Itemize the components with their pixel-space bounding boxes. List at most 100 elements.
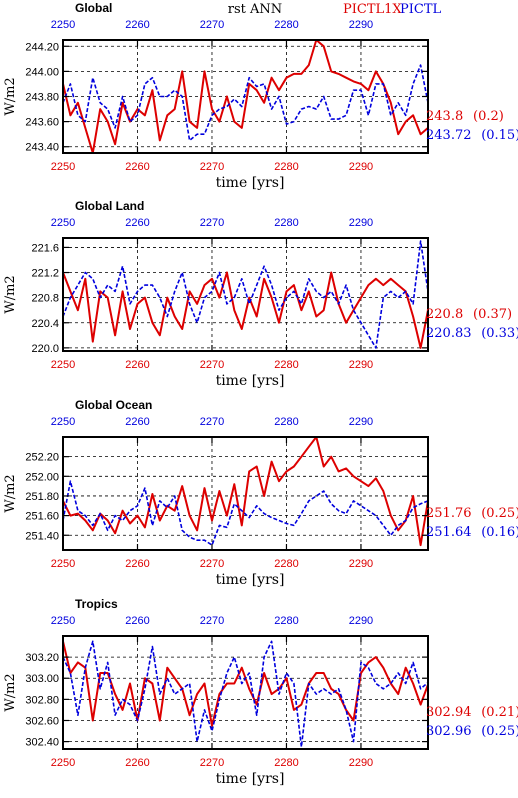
x-tick-label-bottom: 2260 (125, 359, 149, 371)
x-tick-label-top: 2280 (274, 217, 298, 229)
x-tick-label-bottom: 2290 (349, 161, 373, 173)
x-tick-label-bottom: 2270 (200, 558, 224, 570)
x-tick-label-bottom: 2270 (200, 359, 224, 371)
x-tick-label-top: 2290 (349, 416, 373, 428)
x-tick-label-bottom: 2290 (349, 757, 373, 769)
panel-title: Tropics (75, 597, 118, 611)
x-tick-label-bottom: 2290 (349, 359, 373, 371)
series-std-label: (0.21) (481, 705, 518, 720)
x-tick-label-bottom: 2280 (274, 757, 298, 769)
y-tick-label: 302.60 (25, 715, 59, 727)
x-tick-label-top: 2270 (200, 416, 224, 428)
y-tick-label: 221.2 (31, 268, 59, 280)
y-tick-label: 220.8 (31, 293, 59, 305)
x-tick-label-bottom: 2250 (51, 359, 75, 371)
x-tick-label-top: 2290 (349, 19, 373, 31)
series-mean-label: 220.83 (426, 326, 472, 341)
x-tick-label-bottom: 2270 (200, 161, 224, 173)
y-tick-label: 252.00 (25, 471, 59, 483)
series-line-pictl1x (62, 436, 429, 547)
series-mean-label: 302.96 (426, 724, 472, 739)
y-tick-label: 243.80 (25, 92, 59, 104)
series-std-label: (0.15) (481, 128, 518, 143)
y-tick-label: 244.00 (25, 66, 59, 78)
x-tick-label-bottom: 2260 (125, 757, 149, 769)
y-tick-label: 220.4 (31, 318, 59, 330)
series-std-label: (0.16) (481, 525, 518, 540)
panel-global: Global 243.40 243.60 243.80 244.00 244.20 2250… (3, 1, 518, 191)
panel-global-land: Global Land 220.0 220.4 220.8 221.2 221.6 2250… (3, 199, 518, 389)
y-tick-label: 243.40 (25, 142, 59, 154)
y-tick-label: 251.60 (25, 511, 59, 523)
series-std-label: (0.33) (481, 326, 518, 341)
series-mean-label: 243.72 (426, 128, 472, 143)
panel-tropics: Tropics 302.40 302.60 302.80 303.00 303.20 225… (3, 597, 518, 787)
series-mean-label: 220.8 (426, 307, 463, 322)
x-tick-label-bottom: 2260 (125, 558, 149, 570)
x-tick-label-bottom: 2250 (51, 161, 75, 173)
x-tick-label-bottom: 2280 (274, 558, 298, 570)
series-line-pictl1x (62, 39, 429, 154)
plot-frame (62, 237, 429, 352)
panel-title: Global (75, 1, 112, 15)
series-line-pictl1x (62, 271, 429, 349)
y-tick-label: 252.20 (25, 452, 59, 464)
x-tick-label-top: 2270 (200, 615, 224, 627)
plot-frame (62, 436, 429, 551)
x-tick-label-bottom: 2260 (125, 161, 149, 173)
x-tick-label-top: 2260 (125, 615, 149, 627)
legend-red-label: PICTL1X (343, 2, 402, 17)
series-line-pictl (62, 240, 429, 349)
y-tick-label: 220.0 (31, 343, 59, 355)
series-mean-label: 251.76 (426, 506, 472, 521)
plot-frame (62, 635, 429, 750)
legend-blue-label: PICTL (400, 2, 442, 17)
x-tick-label-top: 2260 (125, 217, 149, 229)
panel-global-ocean: Global Ocean 251.40 251.60 251.80 252.00 252.… (3, 398, 518, 588)
x-tick-label-bottom: 2290 (349, 558, 373, 570)
x-tick-label-bottom: 2270 (200, 757, 224, 769)
y-tick-label: 251.40 (25, 530, 59, 542)
x-tick-label-bottom: 2250 (51, 757, 75, 769)
figure-title: rst ANN (228, 2, 282, 17)
x-tick-label-top: 2270 (200, 217, 224, 229)
series-line-pictl (62, 640, 429, 748)
y-axis-label: W/m2 (3, 474, 18, 512)
series-mean-label: 251.64 (426, 525, 472, 540)
x-tick-label-top: 2250 (51, 217, 75, 229)
x-tick-label-top: 2290 (349, 217, 373, 229)
y-tick-label: 303.20 (25, 652, 59, 664)
x-tick-label-top: 2260 (125, 416, 149, 428)
series-mean-label: 243.8 (426, 109, 463, 124)
x-axis-label: time [yrs] (216, 771, 285, 787)
series-std-label: (0.37) (473, 307, 512, 322)
x-tick-label-top: 2280 (274, 615, 298, 627)
x-tick-label-top: 2250 (51, 19, 75, 31)
x-tick-label-top: 2280 (274, 19, 298, 31)
panel-title: Global Ocean (75, 398, 152, 412)
x-tick-label-top: 2260 (125, 19, 149, 31)
series-std-label: (0.25) (481, 724, 518, 739)
y-tick-label: 251.80 (25, 491, 59, 503)
x-tick-label-top: 2250 (51, 416, 75, 428)
x-tick-label-bottom: 2250 (51, 558, 75, 570)
x-axis-label: time [yrs] (216, 572, 285, 588)
y-axis-label: W/m2 (3, 275, 18, 313)
series-line-pictl1x (62, 641, 429, 727)
panel-title: Global Land (75, 199, 144, 213)
x-tick-label-top: 2280 (274, 416, 298, 428)
y-tick-label: 244.20 (25, 41, 59, 53)
series-line-pictl (62, 64, 429, 142)
y-tick-label: 302.80 (25, 694, 59, 706)
x-tick-label-bottom: 2280 (274, 359, 298, 371)
y-axis-label: W/m2 (3, 673, 18, 711)
x-axis-label: time [yrs] (216, 175, 285, 191)
series-line-pictl (62, 480, 429, 546)
series-std-label: (0.25) (481, 506, 518, 521)
x-axis-label: time [yrs] (216, 373, 285, 389)
series-mean-label: 302.94 (426, 705, 472, 720)
x-tick-label-top: 2290 (349, 615, 373, 627)
y-tick-label: 221.6 (31, 242, 59, 254)
x-tick-label-top: 2270 (200, 19, 224, 31)
